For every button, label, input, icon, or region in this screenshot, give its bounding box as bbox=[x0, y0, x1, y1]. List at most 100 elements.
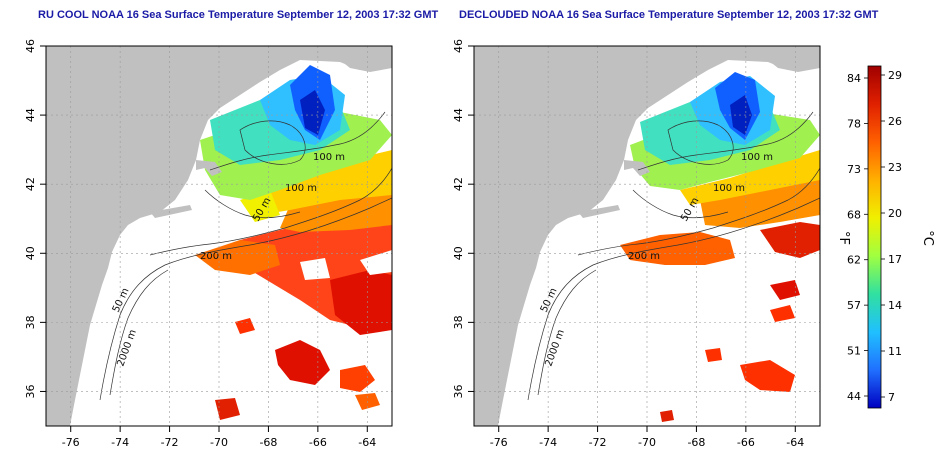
contour-2000m bbox=[527, 197, 820, 401]
y-tick-label: 42 bbox=[452, 177, 465, 191]
y-tick-label: 40 bbox=[452, 246, 465, 260]
fahrenheit-tick-label: 68 bbox=[847, 208, 861, 221]
fahrenheit-tick-label: 73 bbox=[847, 163, 861, 176]
latitude-axis: 36 38 40 42 44 46 bbox=[24, 39, 46, 398]
y-tick-label: 38 bbox=[24, 315, 37, 329]
cloud-gaps bbox=[195, 198, 392, 280]
fahrenheit-tick-label: 44 bbox=[847, 390, 861, 403]
sst-eddy bbox=[340, 365, 375, 392]
sst-orange-area bbox=[280, 190, 392, 232]
land-long-island bbox=[150, 205, 192, 218]
contour-100m bbox=[637, 111, 814, 171]
contour-200m bbox=[149, 167, 392, 256]
x-tick-label: -72 bbox=[161, 436, 179, 449]
cloud-patch bbox=[300, 258, 330, 280]
contour-200m bbox=[577, 167, 820, 256]
cloud-patch bbox=[360, 250, 392, 275]
contour-label: 100 m bbox=[285, 183, 317, 194]
map-content: 100 m 100 m 50 m 200 m 50 m 2000 m bbox=[46, 46, 392, 426]
contour-label: 100 m bbox=[313, 152, 345, 163]
celsius-tick-label: 23 bbox=[888, 161, 902, 174]
sst-warm-area bbox=[330, 270, 392, 335]
x-tick-label: -76 bbox=[490, 436, 508, 449]
land-nova-scotia bbox=[300, 46, 392, 70]
x-tick-label: -74 bbox=[539, 436, 557, 449]
contour-50m bbox=[632, 189, 729, 219]
celsius-tick-label: 17 bbox=[888, 253, 902, 266]
y-tick-label: 36 bbox=[24, 384, 37, 398]
sst-warm-area bbox=[760, 222, 820, 258]
x-tick-label: -66 bbox=[309, 436, 327, 449]
land-mass-us-east-coast bbox=[46, 46, 392, 426]
celsius-tick-label: 29 bbox=[888, 69, 902, 82]
left-map-title: RU COOL NOAA 16 Sea Surface Temperature … bbox=[38, 9, 439, 21]
land-cape-cod bbox=[196, 160, 222, 176]
land-mass-us-east-coast bbox=[474, 46, 820, 426]
sst-eddy bbox=[705, 348, 722, 362]
celsius-tick-label: 26 bbox=[888, 115, 902, 128]
contour-gulf-maine bbox=[667, 120, 734, 165]
y-tick-label: 42 bbox=[24, 177, 37, 191]
grid-lines bbox=[474, 46, 820, 426]
bathymetry-contours bbox=[527, 111, 820, 401]
sst-yellow-area bbox=[680, 150, 820, 205]
colorbar-gradient bbox=[867, 65, 882, 409]
x-tick-label: -76 bbox=[62, 436, 80, 449]
sst-orange-area bbox=[620, 232, 735, 265]
x-tick-label: -70 bbox=[210, 436, 228, 449]
y-tick-label: 46 bbox=[24, 39, 37, 53]
left-sst-map: 100 m 100 m 50 m 200 m 50 m 2000 m -76 -7… bbox=[24, 39, 393, 449]
fahrenheit-tick-label: 57 bbox=[847, 299, 861, 312]
contour-label: 200 m bbox=[628, 251, 660, 262]
x-tick-label: -64 bbox=[358, 436, 376, 449]
celsius-tick-label: 14 bbox=[888, 299, 902, 312]
fahrenheit-tick-label: 84 bbox=[847, 72, 861, 85]
sst-yellow-area bbox=[250, 150, 392, 215]
sst-eddy bbox=[660, 410, 674, 422]
land-nova-scotia bbox=[728, 46, 820, 70]
celsius-axis-label: °C bbox=[920, 230, 935, 246]
sst-field bbox=[620, 72, 820, 422]
sst-eddy bbox=[235, 318, 255, 334]
sst-orange-area bbox=[700, 175, 820, 228]
right-map-title: DECLOUDED NOAA 16 Sea Surface Temperatur… bbox=[459, 9, 879, 21]
sst-eddy bbox=[770, 305, 795, 322]
latitude-axis: 36 38 40 42 44 46 bbox=[452, 39, 474, 398]
contour-label: 100 m bbox=[741, 152, 773, 163]
land bbox=[474, 46, 820, 426]
celsius-tick-label: 7 bbox=[888, 391, 895, 404]
contour-label: 200 m bbox=[200, 251, 232, 262]
longitude-axis: -76 -74 -72 -70 -68 -66 -64 bbox=[490, 426, 804, 449]
contour-100m bbox=[209, 111, 386, 171]
grid-lines bbox=[46, 46, 392, 426]
right-sst-map: 100 m 100 m 50 m 200 m 50 m 2000 m -76 -7… bbox=[452, 39, 821, 449]
y-tick-label: 38 bbox=[452, 315, 465, 329]
fahrenheit-tick-label: 62 bbox=[847, 254, 861, 267]
sst-eddy bbox=[275, 340, 330, 385]
y-tick-label: 46 bbox=[452, 39, 465, 53]
contour-label: 100 m bbox=[713, 183, 745, 194]
cloud-patch bbox=[195, 198, 240, 228]
sst-orange-area bbox=[195, 240, 280, 275]
land bbox=[46, 46, 392, 426]
contour-gulf-maine bbox=[239, 120, 306, 165]
temperature-colorbar: 84 78 73 68 62 57 51 44 29 26 23 20 17 14 11 7 °F °C bbox=[836, 65, 935, 409]
land-long-island bbox=[578, 205, 620, 218]
fahrenheit-tick-label: 78 bbox=[847, 117, 861, 130]
contour-50m bbox=[204, 189, 301, 219]
y-tick-label: 44 bbox=[24, 108, 37, 122]
sst-eddy bbox=[215, 398, 240, 420]
sst-eddy bbox=[740, 360, 795, 392]
x-tick-label: -74 bbox=[111, 436, 129, 449]
y-tick-label: 36 bbox=[452, 384, 465, 398]
y-tick-label: 40 bbox=[24, 246, 37, 260]
land-cape-cod bbox=[624, 160, 650, 176]
x-tick-label: -68 bbox=[687, 436, 705, 449]
sst-field bbox=[195, 65, 392, 420]
fahrenheit-tick-label: 51 bbox=[847, 345, 861, 358]
contour-2000m bbox=[99, 197, 392, 401]
x-tick-label: -64 bbox=[786, 436, 804, 449]
celsius-tick-label: 11 bbox=[888, 345, 902, 358]
x-tick-label: -66 bbox=[737, 436, 755, 449]
